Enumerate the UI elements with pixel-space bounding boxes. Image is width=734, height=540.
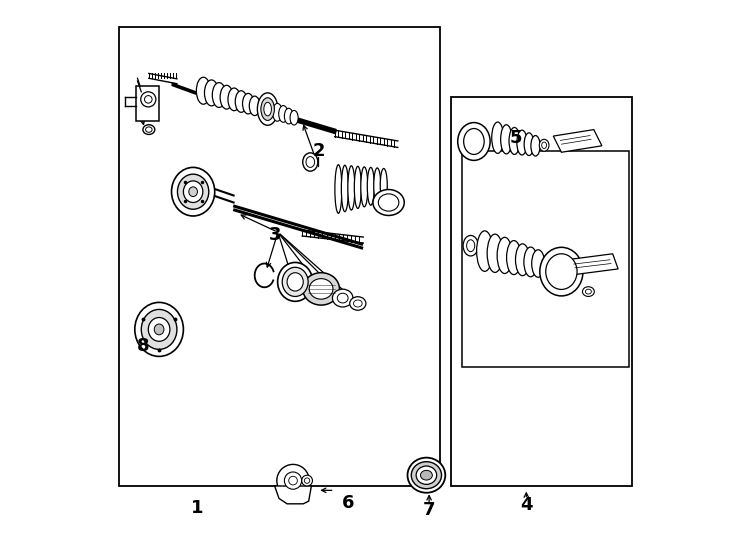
Text: 8: 8	[137, 336, 149, 355]
Ellipse shape	[348, 166, 355, 210]
Ellipse shape	[135, 302, 184, 356]
Ellipse shape	[287, 273, 303, 291]
Circle shape	[284, 472, 302, 489]
Ellipse shape	[524, 247, 537, 276]
Ellipse shape	[355, 166, 361, 208]
Ellipse shape	[184, 181, 203, 202]
Ellipse shape	[458, 123, 490, 160]
Ellipse shape	[242, 93, 254, 114]
Ellipse shape	[416, 466, 437, 484]
Ellipse shape	[302, 273, 339, 305]
Ellipse shape	[341, 165, 349, 212]
Polygon shape	[553, 130, 602, 152]
Ellipse shape	[143, 125, 155, 134]
Ellipse shape	[515, 244, 529, 275]
Circle shape	[277, 464, 309, 497]
Ellipse shape	[487, 234, 503, 272]
Ellipse shape	[531, 249, 545, 277]
Text: 7: 7	[423, 501, 435, 519]
Ellipse shape	[492, 122, 504, 153]
Ellipse shape	[302, 153, 318, 171]
Ellipse shape	[277, 262, 313, 301]
Ellipse shape	[463, 235, 479, 256]
Ellipse shape	[261, 98, 275, 120]
Ellipse shape	[272, 103, 282, 122]
Ellipse shape	[539, 139, 549, 151]
Ellipse shape	[282, 267, 308, 296]
Ellipse shape	[205, 80, 219, 106]
Ellipse shape	[264, 102, 272, 116]
Text: 4: 4	[520, 496, 533, 514]
Text: 2: 2	[312, 142, 324, 160]
Ellipse shape	[154, 324, 164, 335]
Ellipse shape	[141, 309, 177, 349]
Ellipse shape	[212, 83, 226, 107]
Ellipse shape	[309, 279, 333, 299]
Ellipse shape	[546, 254, 577, 289]
Ellipse shape	[497, 238, 512, 273]
Text: 5: 5	[509, 129, 522, 147]
Ellipse shape	[374, 168, 381, 204]
Ellipse shape	[509, 127, 520, 154]
Ellipse shape	[506, 241, 521, 274]
Ellipse shape	[464, 129, 484, 154]
Ellipse shape	[335, 165, 342, 213]
Text: 3: 3	[269, 226, 281, 244]
Ellipse shape	[349, 297, 366, 310]
Ellipse shape	[361, 167, 368, 207]
Ellipse shape	[148, 318, 170, 341]
Ellipse shape	[367, 167, 374, 205]
Ellipse shape	[373, 190, 404, 215]
Ellipse shape	[421, 470, 432, 480]
Ellipse shape	[290, 110, 298, 125]
Text: 1: 1	[191, 498, 203, 517]
Ellipse shape	[189, 187, 197, 197]
Ellipse shape	[531, 136, 540, 156]
Ellipse shape	[501, 125, 512, 154]
Ellipse shape	[279, 106, 288, 122]
Ellipse shape	[411, 462, 442, 489]
Ellipse shape	[333, 289, 353, 307]
Ellipse shape	[197, 77, 211, 104]
Ellipse shape	[517, 130, 527, 155]
Circle shape	[302, 475, 313, 486]
Ellipse shape	[407, 458, 446, 492]
Ellipse shape	[172, 167, 215, 216]
Ellipse shape	[476, 231, 493, 271]
Ellipse shape	[235, 91, 247, 112]
Ellipse shape	[539, 247, 583, 296]
Ellipse shape	[583, 287, 595, 296]
Ellipse shape	[524, 133, 534, 156]
Ellipse shape	[284, 108, 293, 124]
Ellipse shape	[178, 174, 208, 209]
Ellipse shape	[220, 85, 233, 109]
Ellipse shape	[258, 93, 278, 125]
Ellipse shape	[380, 168, 388, 202]
Ellipse shape	[250, 96, 260, 116]
Polygon shape	[275, 486, 311, 504]
Polygon shape	[571, 254, 618, 274]
Ellipse shape	[228, 88, 240, 111]
Polygon shape	[137, 86, 159, 121]
Ellipse shape	[378, 194, 399, 211]
Text: 6: 6	[342, 494, 355, 512]
Circle shape	[141, 92, 156, 107]
